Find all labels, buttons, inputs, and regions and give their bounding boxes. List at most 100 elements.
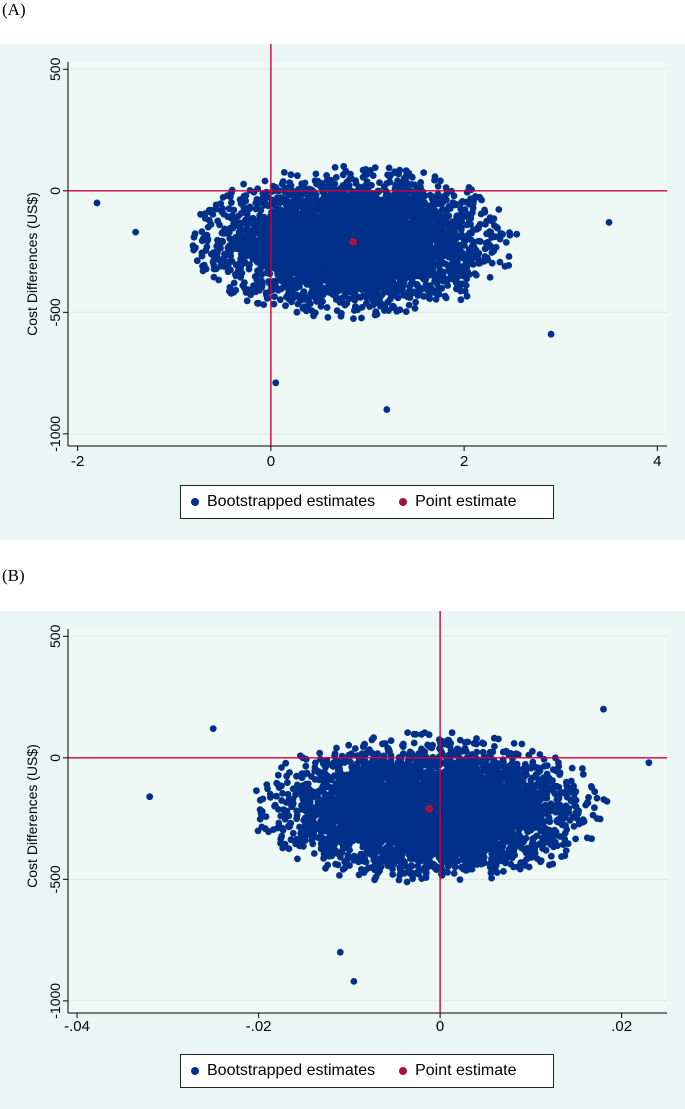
panel-a-bootstrap-point	[326, 198, 334, 206]
panel-a-bootstrap-point	[190, 246, 198, 254]
panel-a-bootstrap-point	[468, 259, 476, 267]
panel-a-bootstrap-point	[312, 248, 319, 256]
panel-a-bootstrap-point	[464, 268, 471, 276]
panel-a-bootstrap-point	[401, 250, 409, 258]
panel-a-bootstrap-point	[315, 284, 323, 291]
panel-a-bootstrap-point	[395, 192, 403, 200]
panel-a-bootstrap-point	[290, 237, 298, 245]
panel-a-bootstrap-point	[417, 179, 425, 186]
panel-a-bootstrap-point	[374, 188, 382, 196]
panel-a-ytick-label-1: 0	[47, 187, 63, 195]
panel-a-bootstrap-point	[294, 256, 301, 263]
panel-a-bootstrap-point	[302, 197, 309, 205]
panel-a-bootstrap-point	[260, 301, 268, 308]
panel-a-bootstrap-point	[404, 293, 412, 301]
panel-a-bootstrap-point	[212, 205, 220, 213]
panel-a-bootstrap-point	[191, 230, 199, 238]
panel-a-bootstrap-point	[384, 275, 391, 282]
panel-a-bootstrap-point	[372, 257, 380, 265]
panel-a-bootstrap-point	[312, 309, 319, 317]
panel-a-bootstrap-point	[371, 287, 378, 295]
panel-a-bootstrap-point	[450, 192, 458, 200]
panel-a-bootstrap-point	[291, 215, 299, 223]
panel-a-bootstrap-point	[359, 205, 367, 212]
panel-a-bootstrap-point	[434, 190, 442, 198]
panel-a-bootstrap-point	[502, 239, 510, 246]
panel-a-bootstrap-point	[218, 208, 226, 216]
panel-a-bootstrap-point	[226, 287, 233, 295]
panel-a-bootstrap-point	[274, 252, 282, 260]
panel-a-bootstrap-point	[291, 264, 298, 271]
panel-a-bootstrap-point	[403, 197, 411, 205]
panel-a-bootstrap-points	[93, 162, 613, 413]
panel-a-bootstrap-point	[297, 220, 304, 228]
panel-a-bootstrap-point	[319, 213, 327, 221]
panel-a-bootstrap-point	[457, 210, 465, 218]
panel-a-bootstrap-point	[496, 258, 504, 266]
panel-a-bootstrap-point	[340, 162, 348, 170]
panel-a-bootstrap-point	[407, 280, 415, 288]
panel-a-bootstrap-point	[276, 296, 284, 304]
panel-a-bootstrap-point	[208, 250, 215, 258]
panel-a-bootstrap-point	[268, 286, 276, 294]
panel-a-bootstrap-point	[442, 207, 450, 215]
panel-a-bootstrap-point	[393, 284, 401, 291]
panel-a-bootstrap-point	[438, 268, 446, 276]
panel-a-bootstrap-point	[416, 212, 424, 220]
panel-a-bootstrap-point	[273, 223, 281, 231]
panel-a-bootstrap-point	[311, 177, 319, 185]
panel-a-bootstrap-point	[363, 293, 370, 301]
panel-a-bootstrap-point	[326, 214, 334, 222]
panel-a-bootstrap-point	[443, 190, 451, 198]
panel-a-bootstrap-point	[463, 198, 470, 206]
panel-a-bootstrap-point	[236, 219, 244, 227]
panel-a-bootstrap-point	[293, 249, 300, 257]
panel-a-bootstrap-point	[296, 200, 304, 208]
panel-a-bootstrap-point	[442, 184, 450, 192]
panel-a-bootstrap-point	[357, 283, 364, 291]
panel-a-bootstrap-point	[487, 243, 494, 250]
panel-a-bootstrap-point	[305, 253, 313, 261]
panel-a-bootstrap-point	[313, 258, 321, 265]
panel-a-bootstrap-point	[477, 210, 485, 218]
panel-a-bootstrap-point	[258, 271, 266, 279]
panel-a-bootstrap-point	[483, 254, 491, 262]
panel-a-bootstrap-point	[203, 231, 211, 239]
panel-a-bootstrap-point	[387, 244, 395, 252]
panel-a-bootstrap-point	[193, 257, 201, 265]
panel-a-bootstrap-point	[254, 299, 261, 307]
panel-a-bootstrap-point	[363, 178, 371, 186]
panel-a-bootstrap-point	[230, 279, 238, 287]
panel-a-bootstrap-point	[305, 216, 313, 224]
panel-a-bootstrap-point	[272, 216, 280, 224]
panel-a-bootstrap-point	[477, 238, 484, 245]
panel-a-bootstrap-point	[285, 191, 293, 199]
panel-a-bootstrap-point	[378, 291, 386, 299]
panel-a-bootstrap-point	[470, 198, 477, 206]
panel-a-bootstrap-point	[337, 218, 345, 226]
panel-a-bootstrap-point	[465, 217, 473, 225]
panel-a-bootstrap-point	[362, 286, 370, 294]
panel-a-bootstrap-point	[505, 262, 513, 269]
panel-a-bootstrap-point	[419, 253, 427, 261]
panel-a-bootstrap-point	[337, 196, 345, 204]
panel-a-bootstrap-point	[384, 263, 391, 271]
panel-a-bootstrap-point	[198, 228, 206, 236]
panel-a-bootstrap-point	[472, 193, 479, 200]
panel-a-bootstrap-point	[463, 292, 471, 300]
panel-a-bootstrap-point	[420, 207, 428, 215]
panel-a-bootstrap-point	[453, 285, 460, 293]
panel-a-bootstrap-point	[359, 199, 367, 207]
panel-a-bootstrap-point	[389, 302, 397, 310]
panel-a-bootstrap-point	[281, 197, 289, 204]
panel-a-bootstrap-point	[462, 259, 470, 267]
panel-a-bootstrap-point	[199, 267, 207, 275]
panel-a-bootstrap-point	[240, 180, 248, 188]
panel-a-bootstrap-point	[495, 206, 503, 213]
panel-a-bootstrap-point	[331, 180, 339, 188]
panel-a-bootstrap-point	[206, 208, 214, 216]
panel-a-bootstrap-point	[252, 205, 260, 213]
panel-a-bootstrap-point	[416, 291, 423, 298]
panel-a-bootstrap-point	[285, 184, 293, 192]
panel-a-bootstrap-point	[331, 274, 339, 282]
